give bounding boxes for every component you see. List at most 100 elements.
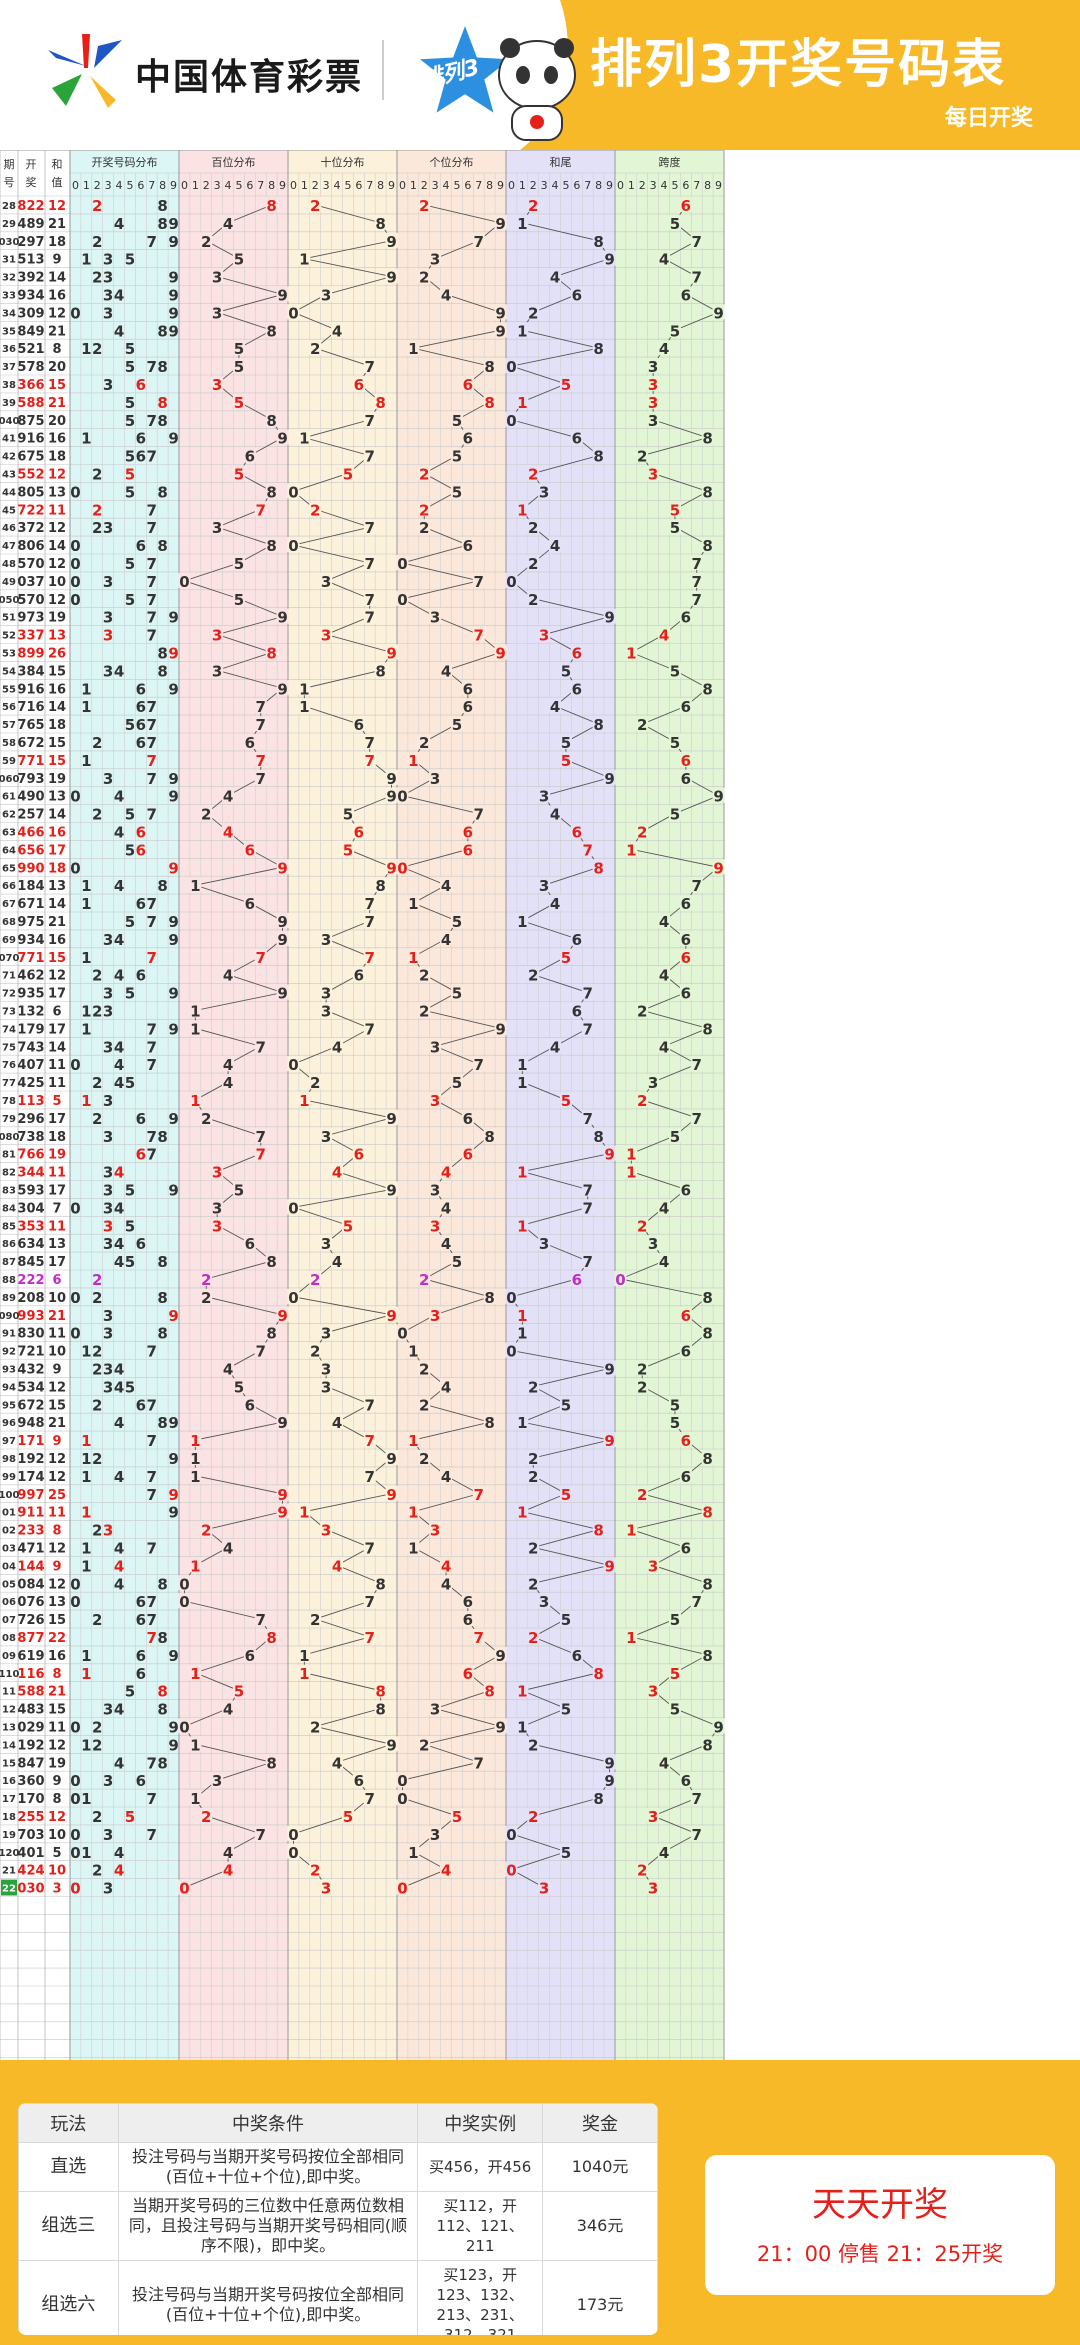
- digit-bg: [418, 1002, 431, 1018]
- dist-digit: 2: [92, 197, 102, 215]
- row-issue: 12: [2, 1705, 16, 1716]
- position-digit: 9: [277, 1414, 287, 1432]
- dist-digit: 1: [81, 1432, 91, 1450]
- digit-bg: [690, 1056, 703, 1072]
- span-digit: 4: [659, 340, 669, 358]
- digit-bg: [287, 1056, 300, 1072]
- position-digit: 0: [288, 1289, 298, 1307]
- row-issue: 49: [2, 577, 16, 588]
- position-digit: 6: [463, 1110, 473, 1128]
- position-digit: 2: [419, 1271, 429, 1289]
- digit-bg: [309, 501, 322, 517]
- dist-digit: 3: [103, 1235, 113, 1253]
- digit-bg: [276, 984, 289, 1000]
- position-digit: 1: [190, 1468, 200, 1486]
- position-digit: 0: [288, 483, 298, 501]
- dist-digit: 2: [92, 340, 102, 358]
- dist-digit: 1: [81, 1665, 91, 1683]
- digit-bg: [461, 429, 474, 445]
- position-digit: 8: [375, 877, 385, 895]
- digit-header: 3: [105, 179, 112, 192]
- dist-digit: 3: [103, 1002, 113, 1020]
- dist-digit: 2: [92, 1360, 102, 1378]
- sumtail-digit: 1: [517, 322, 527, 340]
- digit-bg: [243, 841, 256, 857]
- digit-header: 6: [137, 179, 144, 192]
- dist-digit: 1: [81, 895, 91, 913]
- position-digit: 9: [386, 770, 396, 788]
- row-sum: 17: [48, 987, 66, 1002]
- position-digit: 9: [495, 215, 505, 233]
- digit-bg: [243, 733, 256, 749]
- row-issue: 03: [2, 1543, 16, 1554]
- digit-bg: [243, 1396, 256, 1412]
- dist-digit: 7: [147, 233, 157, 251]
- dist-digit: 7: [147, 716, 157, 734]
- row-draw: 425: [17, 1076, 44, 1091]
- row-draw: 830: [17, 1327, 44, 1342]
- row-sum: 18: [48, 450, 66, 465]
- digit-bg: [363, 751, 376, 767]
- span-digit: 8: [702, 1450, 712, 1468]
- digit-bg: [254, 948, 267, 964]
- digit-bg: [276, 859, 289, 875]
- row-sum: 21: [48, 1685, 66, 1700]
- row-draw: 634: [17, 1237, 44, 1252]
- digit-bg: [690, 1825, 703, 1841]
- row-sum: 11: [48, 1166, 66, 1181]
- position-digit: 0: [397, 859, 407, 877]
- row-issue: 57: [2, 720, 16, 731]
- sumtail-digit: 8: [593, 716, 603, 734]
- digit-bg: [374, 1682, 387, 1698]
- dist-digit: 0: [70, 1790, 80, 1808]
- digit-bg: [418, 196, 431, 212]
- digit-bg: [450, 447, 463, 463]
- position-digit: 4: [223, 1539, 233, 1557]
- position-digit: 8: [484, 1128, 494, 1146]
- digit-bg: [232, 1181, 245, 1197]
- position-digit: 2: [201, 1271, 211, 1289]
- digit-bg: [625, 1628, 638, 1644]
- sumtail-digit: 6: [572, 931, 582, 949]
- digit-bg: [472, 1056, 485, 1072]
- row-sum: 12: [48, 1380, 66, 1395]
- span-digit: 8: [702, 1325, 712, 1343]
- position-digit: 6: [245, 841, 255, 859]
- row-issue: 43: [2, 469, 16, 480]
- digit-bg: [363, 1539, 376, 1555]
- span-digit: 3: [648, 1557, 658, 1575]
- span-digit: 6: [681, 1772, 691, 1790]
- row-sum: 15: [48, 754, 66, 769]
- digit-bg: [549, 537, 562, 553]
- digit-bg: [363, 733, 376, 749]
- span-digit: 2: [637, 1378, 647, 1396]
- digit-header: 9: [497, 179, 504, 192]
- position-digit: 1: [190, 1790, 200, 1808]
- dist-digit: 9: [168, 1020, 178, 1038]
- digit-bg: [363, 948, 376, 964]
- position-digit: 2: [419, 519, 429, 537]
- digit-bg: [581, 1199, 594, 1215]
- dist-digit: 9: [168, 770, 178, 788]
- row-sum: 15: [48, 1398, 66, 1413]
- digit-bg: [222, 1056, 235, 1072]
- digit-bg: [450, 1253, 463, 1269]
- digit-bg: [527, 196, 540, 212]
- sumtail-digit: 4: [550, 1038, 560, 1056]
- sumtail-digit: 9: [604, 1557, 614, 1575]
- position-digit: 3: [212, 376, 222, 394]
- position-digit: 9: [386, 859, 396, 877]
- dist-digit: 0: [70, 537, 80, 555]
- position-digit: 7: [474, 806, 484, 824]
- row-draw: 113: [17, 1094, 44, 1109]
- sumtail-digit: 1: [517, 1683, 527, 1701]
- digit-bg: [287, 1843, 300, 1859]
- sumtail-digit: 2: [528, 1575, 538, 1593]
- position-digit: 4: [332, 1253, 342, 1271]
- position-digit: 3: [430, 1826, 440, 1844]
- dist-digit: 9: [168, 269, 178, 287]
- dist-digit: 3: [103, 304, 113, 322]
- position-digit: 1: [190, 1665, 200, 1683]
- digit-bg: [483, 1127, 496, 1143]
- digit-bg: [211, 1163, 224, 1179]
